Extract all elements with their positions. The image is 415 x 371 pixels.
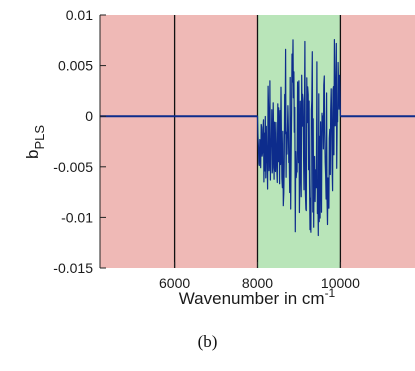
chart: 0.01 0.005 0 -0.005 -0.01 -0.015 6000 8000 1000…	[23, 7, 415, 308]
x-tick-label: 10000	[321, 275, 360, 291]
x-axis-ticks: 6000 8000 10000	[159, 262, 360, 291]
y-axis-label: bPLS	[23, 125, 47, 159]
y-tick-label: 0.005	[58, 58, 93, 74]
x-axis-label: Wavenumber in cm-1	[179, 286, 336, 308]
x-tick-label: 6000	[159, 275, 190, 291]
y-tick-label: -0.01	[61, 209, 93, 225]
regression-coefficient-series	[100, 39, 415, 237]
y-tick-label: 0	[85, 108, 93, 124]
y-axis-ticks: 0.01 0.005 0 -0.005 -0.01 -0.015	[53, 7, 106, 276]
x-axis-label-superscript: -1	[325, 286, 336, 300]
region-excluded-2	[340, 15, 415, 268]
region-excluded-0	[100, 15, 258, 268]
series-segment-1	[256, 39, 341, 237]
figure-caption: (b)	[197, 332, 218, 351]
y-tick-label: -0.015	[53, 260, 93, 276]
x-tick-label: 8000	[242, 275, 273, 291]
region-boundary-lines	[173, 15, 342, 268]
y-tick-label: -0.005	[53, 159, 93, 175]
y-axis-label-subscript: PLS	[32, 125, 47, 150]
y-tick-label: 0.01	[66, 7, 93, 23]
